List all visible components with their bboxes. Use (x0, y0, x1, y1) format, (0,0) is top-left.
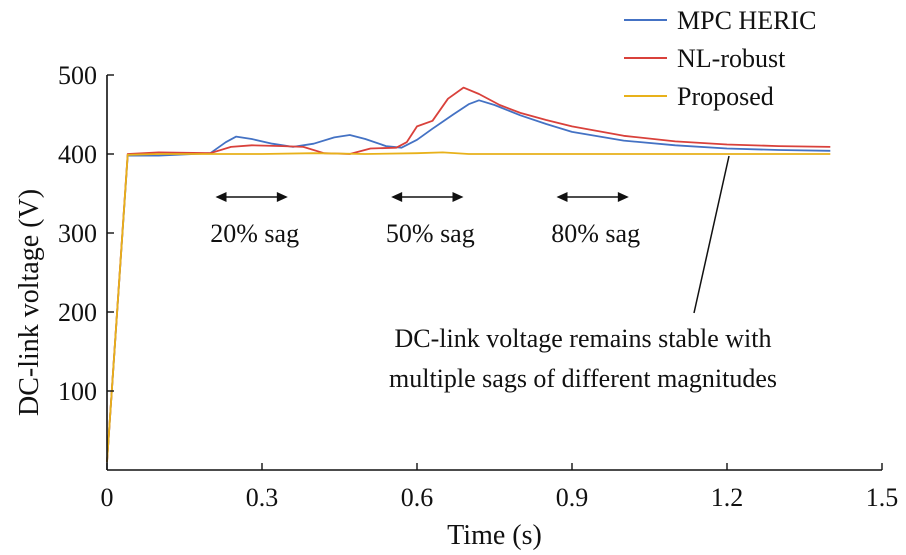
x-tick-label: 0 (101, 483, 114, 512)
arrow-head-right (452, 192, 464, 202)
x-tick-label: 0.3 (246, 483, 279, 512)
arrow-head-left (556, 192, 568, 202)
arrow-head-left (391, 192, 403, 202)
y-tick-label: 300 (58, 219, 97, 248)
x-tick-label: 1.2 (711, 483, 744, 512)
series-layer (106, 86, 831, 463)
legend-label: MPC HERIC (677, 6, 816, 35)
x-axis-label: Time (s) (447, 520, 542, 551)
x-tick-label: 0.9 (556, 483, 589, 512)
sag-label: 50% sag (386, 219, 475, 248)
sag-annotations: 20% sag 50% sag 80% sag (210, 192, 640, 248)
ticks: 0 0.3 0.6 0.9 1.2 1.5 100 200 300 400 500 (58, 61, 898, 512)
y-tick-label: 200 (58, 298, 97, 327)
y-axis-label: DC-link voltage (V) (14, 189, 45, 416)
axes (106, 75, 882, 471)
series-line (106, 99, 831, 463)
arrow-head-right (276, 192, 288, 202)
legend: MPC HERIC NL-robust Proposed (624, 6, 816, 111)
series-line (106, 151, 831, 463)
callout-text-line-2: multiple sags of different magnitudes (389, 364, 777, 393)
sag-label: 20% sag (210, 219, 299, 248)
y-tick-label: 400 (58, 140, 97, 169)
callout-pointer-line (693, 155, 730, 314)
arrow-head-left (215, 192, 227, 202)
sag-label: 80% sag (551, 219, 640, 248)
series-line (106, 86, 831, 463)
x-tick-label: 0.6 (401, 483, 434, 512)
callout-text-line-1: DC-link voltage remains stable with (395, 324, 772, 353)
y-tick-label: 500 (58, 61, 97, 90)
callout: DC-link voltage remains stable with mult… (389, 155, 777, 393)
x-tick-label: 1.5 (866, 483, 899, 512)
legend-label: Proposed (677, 82, 774, 111)
legend-label: NL-robust (677, 44, 786, 73)
y-tick-label: 100 (58, 377, 97, 406)
arrow-head-right (617, 192, 629, 202)
